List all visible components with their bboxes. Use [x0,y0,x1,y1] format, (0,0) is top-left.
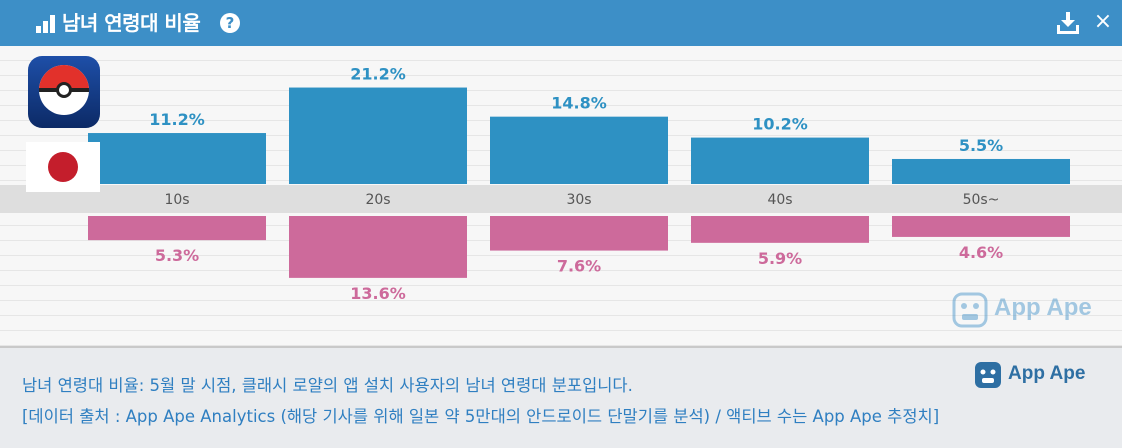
data-label-female-4: 4.6% [959,243,1003,262]
data-label-male-0: 11.2% [149,110,205,129]
bar-female-0[interactable] [88,216,266,241]
japan-flag-icon [26,142,100,192]
bar-female-3[interactable] [691,216,869,243]
footer-logo-text: App Ape [1008,363,1086,384]
data-label-female-3: 5.9% [758,249,802,268]
data-label-male-3: 10.2% [752,115,808,134]
app-ape-logo-icon [975,362,1001,388]
bar-male-0[interactable] [88,133,266,184]
data-label-female-1: 13.6% [350,284,406,303]
data-label-male-2: 14.8% [551,94,607,113]
app-icon [28,56,100,128]
footer-source: [데이터 출처 : App Ape Analytics (해당 기사를 위해 일… [22,407,940,426]
category-label-3: 40s [767,192,792,208]
download-icon[interactable] [1056,12,1080,34]
bar-male-4[interactable] [892,158,1070,184]
category-label-1: 20s [365,192,390,208]
data-label-male-1: 21.2% [350,65,406,84]
age-gender-chart: 11.2% 10s 5.3% 21.2% 20s 13.6% 14.8% 30s 7.6% 10.… [0,65,1122,303]
category-label-0: 10s [164,192,189,208]
footer-logo[interactable]: App Ape [974,360,1100,390]
bar-male-3[interactable] [691,137,869,184]
watermark-text: App Ape [994,294,1092,321]
category-axis-band [0,185,1122,213]
data-label-female-0: 5.3% [155,246,199,265]
chart-area: 11.2% 10s 5.3% 21.2% 20s 13.6% 14.8% 30s 7.6% 10.… [0,46,1122,346]
bar-female-4[interactable] [892,216,1070,237]
footer-description: 남녀 연령대 비율: 5월 말 시점, 클래시 로얄의 앱 설치 사용자의 남녀… [22,376,633,395]
bar-male-1[interactable] [289,87,467,184]
category-label-4: 50s~ [963,192,1000,208]
divider [0,346,1122,348]
help-icon[interactable]: ? [220,13,240,33]
bar-female-1[interactable] [289,216,467,278]
bar-chart-icon [36,15,55,33]
data-label-female-2: 7.6% [557,257,601,276]
bar-female-2[interactable] [490,216,668,251]
footer: 남녀 연령대 비율: 5월 말 시점, 클래시 로얄의 앱 설치 사용자의 남녀… [0,348,1122,448]
panel-title: 남녀 연령대 비율 [62,11,201,35]
category-label-2: 30s [566,192,591,208]
data-label-male-4: 5.5% [959,136,1003,155]
bar-male-2[interactable] [490,116,668,184]
app-ape-logo-icon [952,292,988,328]
panel-header: 남녀 연령대 비율 ? × [0,0,1122,46]
close-icon[interactable]: × [1093,9,1113,34]
app-ape-watermark: App Ape [952,290,1104,330]
